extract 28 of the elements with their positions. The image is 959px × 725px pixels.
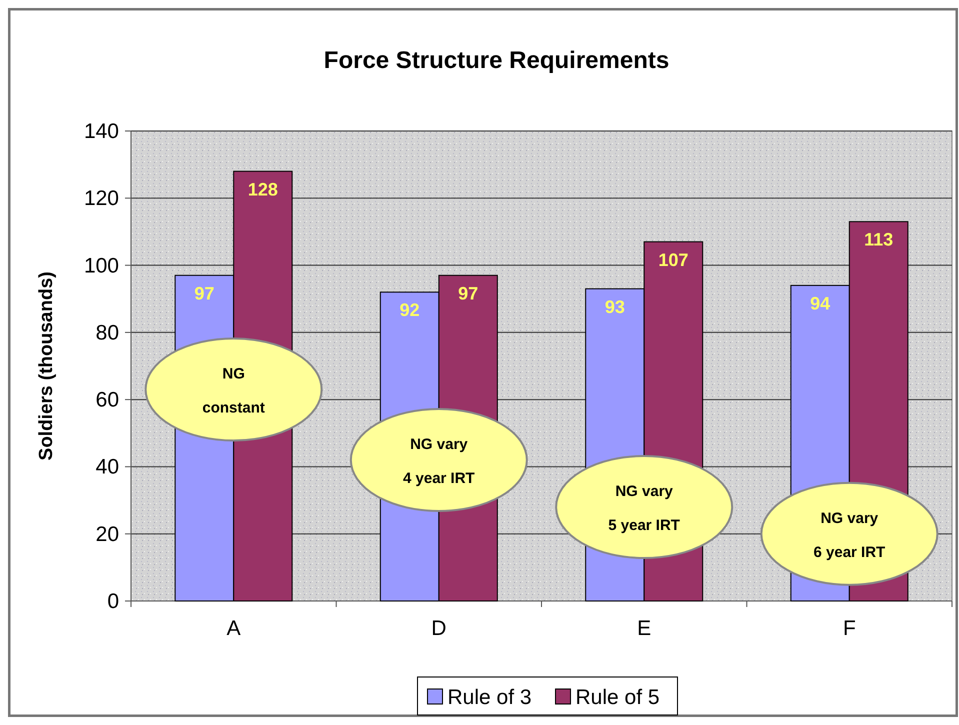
- chart-title: Force Structure Requirements: [324, 47, 670, 74]
- y-tick-label: 20: [96, 522, 119, 546]
- x-tick-label: F: [842, 617, 856, 640]
- data-label: 93: [604, 296, 625, 317]
- annotation: NG vary 5 year IRT: [608, 483, 680, 534]
- y-tick-label: 60: [96, 388, 119, 412]
- annotation: NG vary 6 year IRT: [814, 510, 886, 561]
- data-label: 113: [864, 230, 894, 250]
- data-label: 128: [248, 179, 278, 200]
- data-label: 94: [810, 293, 830, 314]
- legend-label: Rule of 3: [448, 686, 532, 709]
- y-tick-label: 100: [84, 254, 119, 278]
- annotation: NG vary 4 year IRT: [403, 436, 475, 487]
- legend-label: Rule of 5: [576, 686, 660, 709]
- annotation: NG constant: [202, 366, 265, 416]
- data-label: 107: [658, 250, 688, 270]
- x-tick-label: A: [226, 617, 241, 640]
- x-tick-label: D: [431, 617, 446, 640]
- x-tick-label: E: [637, 617, 652, 640]
- y-tick-label: 140: [84, 120, 119, 143]
- data-label: 92: [400, 300, 420, 320]
- data-label: 97: [458, 283, 478, 304]
- data-label: 97: [194, 283, 214, 304]
- y-tick-label: 80: [96, 321, 119, 344]
- y-tick-label: 120: [84, 187, 119, 210]
- y-axis-title: Soldiers (thousands): [36, 272, 57, 460]
- y-tick-label: 0: [107, 590, 119, 613]
- y-tick-label: 40: [96, 456, 119, 479]
